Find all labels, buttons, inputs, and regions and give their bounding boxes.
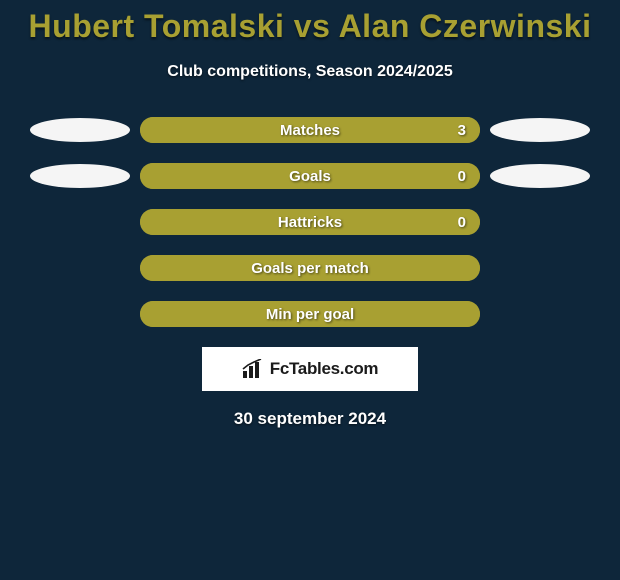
stat-bar: Matches 3	[140, 117, 480, 143]
stat-bar: Hattricks 0	[140, 209, 480, 235]
left-ellipse	[30, 118, 130, 142]
branding-text: FcTables.com	[270, 359, 379, 379]
comparison-chart: Matches 3 Goals 0 Hattricks 0 Goals per match M…	[0, 117, 620, 327]
chart-bars-icon	[242, 359, 266, 379]
stat-value: 3	[458, 122, 466, 139]
stat-row: Goals 0	[0, 163, 620, 189]
page-title: Hubert Tomalski vs Alan Czerwinski	[0, 0, 620, 45]
stat-value: 0	[458, 214, 466, 231]
stat-label: Min per goal	[266, 306, 354, 323]
stat-bar: Goals per match	[140, 255, 480, 281]
stat-label: Matches	[280, 122, 340, 139]
date-label: 30 september 2024	[0, 409, 620, 429]
branding-badge: FcTables.com	[202, 347, 418, 391]
stat-row: Matches 3	[0, 117, 620, 143]
stat-label: Goals	[289, 168, 331, 185]
stat-row: Hattricks 0	[0, 209, 620, 235]
stat-bar: Goals 0	[140, 163, 480, 189]
right-ellipse	[490, 164, 590, 188]
stat-value: 0	[458, 168, 466, 185]
stat-row: Min per goal	[0, 301, 620, 327]
stat-label: Goals per match	[251, 260, 369, 277]
stat-row: Goals per match	[0, 255, 620, 281]
stat-bar: Min per goal	[140, 301, 480, 327]
stat-label: Hattricks	[278, 214, 342, 231]
left-ellipse	[30, 164, 130, 188]
page-subtitle: Club competitions, Season 2024/2025	[0, 63, 620, 81]
right-ellipse	[490, 118, 590, 142]
